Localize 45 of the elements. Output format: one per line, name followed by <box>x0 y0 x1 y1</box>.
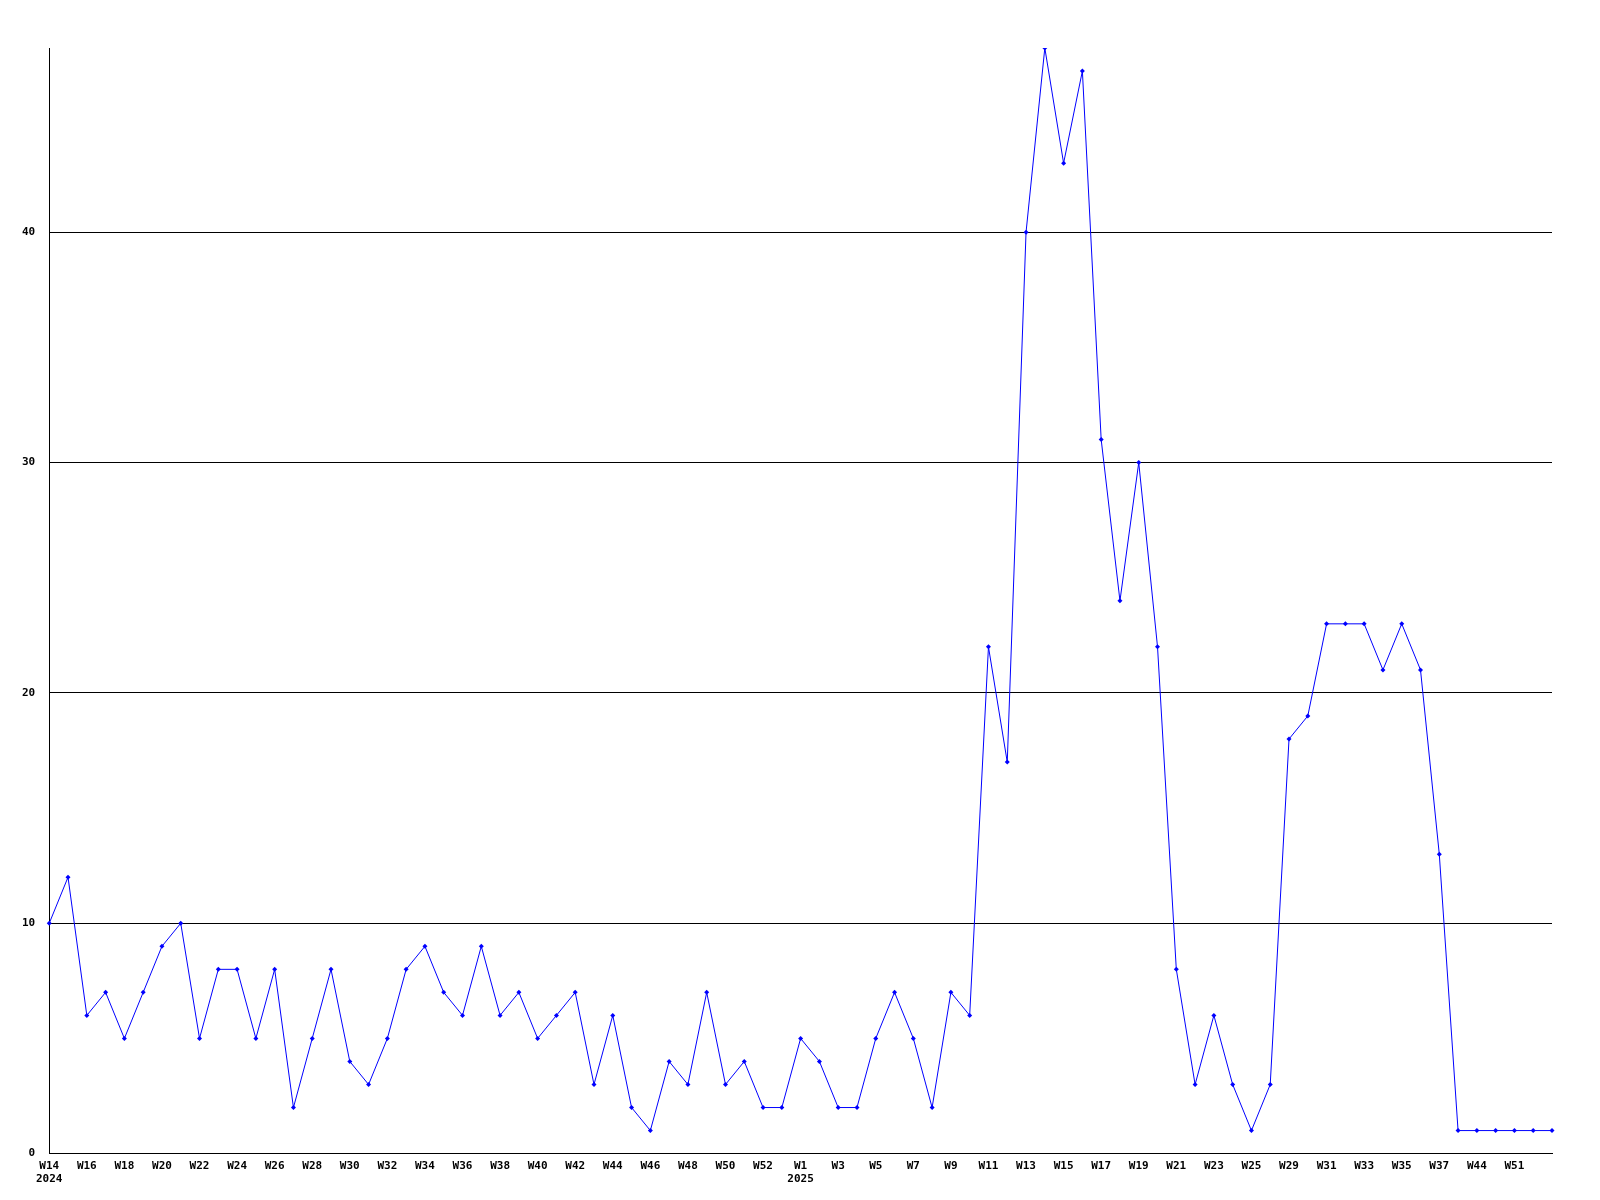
x-tick-label: W20 <box>152 1159 172 1173</box>
x-tick-label: W42 <box>565 1159 586 1173</box>
x-tick-label: W11 <box>978 1159 999 1173</box>
x-tick-label: W40 <box>527 1159 548 1173</box>
x-tick-label: W31 <box>1316 1159 1337 1173</box>
x-tick-label: W16 <box>76 1159 98 1173</box>
x-tick-label: W19 <box>1128 1159 1149 1173</box>
x-tick-label: W7 <box>906 1159 920 1173</box>
x-tick-label: W14 2024 <box>36 1159 63 1186</box>
x-tick-label: W51 <box>1504 1159 1525 1173</box>
x-tick-label: W3 <box>831 1159 845 1173</box>
x-tick-label: W38 <box>490 1159 511 1173</box>
x-tick-label: W24 <box>227 1159 248 1173</box>
x-tick-label: W48 <box>677 1159 698 1173</box>
x-tick-label: W44 <box>602 1159 624 1173</box>
x-tick-label: W37 <box>1429 1159 1450 1173</box>
x-tick-label: W18 <box>114 1159 135 1173</box>
x-tick-label: W44 <box>1466 1159 1488 1173</box>
x-tick-label: W34 <box>415 1159 436 1173</box>
y-tick-label: 10 <box>22 916 36 930</box>
x-tick-label: W30 <box>339 1159 360 1173</box>
x-tick-label: W13 <box>1016 1159 1036 1173</box>
x-tick-label: W28 <box>302 1159 323 1173</box>
x-tick-label: W35 <box>1391 1159 1412 1173</box>
y-tick-label: 20 <box>22 685 36 699</box>
x-tick-label: W17 <box>1091 1159 1112 1173</box>
x-tick-label: W26 <box>264 1159 285 1173</box>
x-tick-label: W52 <box>753 1159 773 1173</box>
x-tick-label: W9 <box>944 1159 958 1173</box>
y-tick-label: 40 <box>22 225 36 239</box>
x-tick-label: W25 <box>1241 1159 1262 1173</box>
x-tick-label: W33 <box>1354 1159 1375 1173</box>
x-tick-label: W5 <box>869 1159 883 1173</box>
x-tick-label: W50 <box>715 1159 736 1173</box>
x-tick-label: W32 <box>377 1159 398 1173</box>
x-tick-label: W21 <box>1166 1159 1187 1173</box>
x-tick-label: W29 <box>1279 1159 1299 1173</box>
x-tick-label: W36 <box>452 1159 473 1173</box>
x-tick-label: W46 <box>640 1159 661 1173</box>
x-tick-label: W23 <box>1203 1159 1224 1173</box>
x-tick-label: W15 <box>1053 1159 1074 1173</box>
y-tick-label: 0 <box>28 1146 36 1160</box>
x-tick-label: W22 <box>189 1159 210 1173</box>
y-tick-label: 30 <box>22 455 36 469</box>
x-tick-label: W1 2025 <box>787 1159 814 1186</box>
